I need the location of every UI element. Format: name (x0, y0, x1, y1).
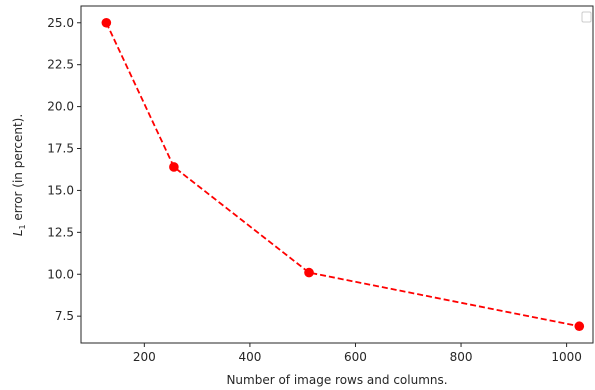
data-point (169, 162, 179, 172)
x-tick-label: 400 (238, 350, 261, 364)
legend-box (581, 11, 592, 23)
y-axis-label-rest: error (in percent). (11, 114, 25, 225)
plot-frame (80, 5, 594, 344)
y-tick-label: 15.0 (47, 183, 74, 197)
series-layer (101, 17, 585, 332)
y-tick-label: 25.0 (47, 16, 74, 30)
ticks-layer: 200 400 600 800 1000 7.5 10.0 12.5 15.0 17.5 20.0 2… (47, 16, 582, 364)
data-point (304, 267, 314, 278)
data-point (574, 321, 585, 332)
y-axis-label: L1 error (in percent). (11, 114, 27, 236)
x-tick-label: 600 (344, 350, 367, 364)
y-tick-label: 17.5 (47, 142, 74, 156)
y-tick-label: 10.0 (47, 267, 74, 281)
y-tick-label: 7.5 (55, 309, 74, 323)
y-axis-label-main: L (11, 229, 25, 236)
y-tick-label: 22.5 (47, 58, 74, 72)
series-line (105, 22, 580, 328)
x-tick-label: 800 (450, 350, 473, 364)
y-tick-label: 12.5 (47, 225, 74, 239)
data-point (101, 17, 112, 28)
y-axis-label-subscript: 1 (18, 224, 27, 229)
x-axis-label: Number of image rows and columns. (226, 373, 447, 387)
x-tick-label: 200 (133, 350, 156, 364)
x-tick-label: 1000 (551, 350, 582, 364)
y-tick-label: 20.0 (47, 100, 74, 114)
